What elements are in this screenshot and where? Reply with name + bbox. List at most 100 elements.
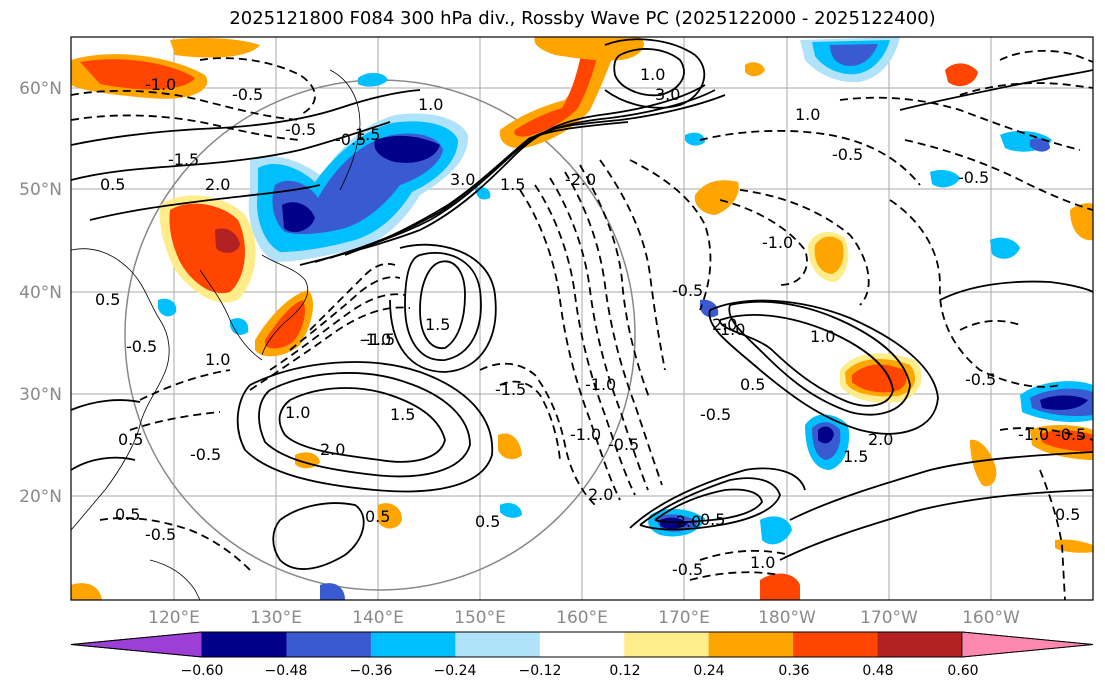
contour-label: 1.0 xyxy=(640,65,665,84)
lon-label: 170°E xyxy=(658,608,710,628)
lat-label: 50°N xyxy=(19,180,62,200)
contour-label: 1.5 xyxy=(843,447,868,466)
contour-label: -0.5 xyxy=(700,405,731,424)
contour-label: 3.0 xyxy=(655,85,680,104)
lon-label: 160°E xyxy=(556,608,608,628)
contour-label: 0.5 xyxy=(700,510,725,529)
colorbar-tick: −0.36 xyxy=(350,663,393,679)
colorbar-segment xyxy=(202,632,287,657)
contour-label: -1.0 xyxy=(1018,425,1049,444)
lat-label: 30°N xyxy=(19,385,62,405)
contour-label: 2.0 xyxy=(320,440,345,459)
colorbar-segment xyxy=(793,632,879,657)
contour-label: -1.0 xyxy=(585,375,616,394)
contour-label: 1.5 xyxy=(355,125,380,144)
contour-label: -2.0 xyxy=(565,170,596,189)
contour-label: -0.5 xyxy=(958,168,989,187)
contour-label: 2.0 xyxy=(712,315,737,334)
contour-label: 2.0 xyxy=(588,485,613,504)
contour-label: 0.5 xyxy=(1055,505,1080,524)
contour-label: -1.0 xyxy=(762,233,793,252)
contour-label: -0.5 xyxy=(232,85,263,104)
colorbar-tick: 0.60 xyxy=(947,663,978,679)
contour-label: -0.5 xyxy=(335,130,366,149)
coastlines xyxy=(71,69,361,600)
contour-label: 3.0 xyxy=(450,170,475,189)
contour-label: 0.5 xyxy=(365,507,390,526)
colorbar-outline xyxy=(70,631,1094,658)
lat-label: 20°N xyxy=(19,487,62,507)
colorbar-tick: 0.36 xyxy=(778,663,809,679)
map-title: 2025121800 F084 300 hPa div., Rossby Wav… xyxy=(229,8,936,29)
contour-label: 0.5 xyxy=(95,290,120,309)
contour-label: -0.5 xyxy=(608,435,639,454)
contour-labels: -1.0 -0.5 -0.5 1.0 3.0 3.0 1.5 2.0 -1.5 … xyxy=(95,65,1086,579)
contour-label: -0.5 xyxy=(672,281,703,300)
contour-label: 1.5 xyxy=(500,175,525,194)
contour-label: -1.5 xyxy=(495,380,526,399)
contour-label: 0.5 xyxy=(740,375,765,394)
solid-contours xyxy=(71,38,1093,570)
contour-label: -2.0 xyxy=(670,512,701,531)
contour-label: 1.0 xyxy=(720,320,745,339)
colorbar-segment xyxy=(370,632,456,657)
contour-label: -1.5 xyxy=(364,330,395,349)
colorbar-extend-max xyxy=(961,631,1094,658)
contour-label: 0.5 xyxy=(100,175,125,194)
colorbar-tick: −0.12 xyxy=(519,663,562,679)
contour-label: -1.0 xyxy=(570,425,601,444)
lon-label: 150°E xyxy=(454,608,506,628)
contour-label: 2.0 xyxy=(868,430,893,449)
contour-label: -1.5 xyxy=(168,150,199,169)
contour-label: -0.5 xyxy=(1055,425,1086,444)
colorbar-tick: −0.60 xyxy=(181,663,224,679)
colorbar-tick: 0.48 xyxy=(862,663,893,679)
contour-label: 1.5 xyxy=(390,405,415,424)
colorbar-tick: 0.24 xyxy=(693,663,724,679)
contour-label: 1.0 xyxy=(750,553,775,572)
colorbar-segment xyxy=(286,632,372,657)
contour-label: 0.5 xyxy=(115,505,140,524)
colorbar-tick: 0.12 xyxy=(609,663,640,679)
contour-label: -1.0 xyxy=(145,75,176,94)
contour-label: -1.0 xyxy=(360,330,391,349)
colorbar-segment xyxy=(624,632,710,657)
lon-label: 130°E xyxy=(250,608,302,628)
contour-label: 0.5 xyxy=(118,430,143,449)
colorbar-tick: −0.48 xyxy=(265,663,308,679)
contour-label: -0.5 xyxy=(965,370,996,389)
lat-label: 40°N xyxy=(19,283,62,303)
contour-label: -0.5 xyxy=(285,120,316,139)
colorbar xyxy=(70,631,1094,658)
contour-label: -0.5 xyxy=(672,560,703,579)
lon-label: 180°W xyxy=(758,608,816,628)
map-frame xyxy=(70,36,1094,601)
contour-label: 1.5 xyxy=(425,315,450,334)
contour-label: -0.5 xyxy=(190,445,221,464)
lon-label: 140°E xyxy=(352,608,404,628)
colorbar-segment xyxy=(539,632,625,657)
contour-label: 1.0 xyxy=(418,95,443,114)
contour-label: 1.0 xyxy=(285,403,310,422)
contour-label: -0.5 xyxy=(145,525,176,544)
contour-label: -0.5 xyxy=(126,337,157,356)
contour-label: 1.0 xyxy=(795,105,820,124)
contour-label: 2.0 xyxy=(205,175,230,194)
colorbar-tick-labels: −0.60 −0.48 −0.36 −0.24 −0.12 0.12 0.24 … xyxy=(181,663,979,679)
colorbar-segment xyxy=(455,632,541,657)
colorbar-extend-min xyxy=(70,631,203,658)
contour-label: 1.0 xyxy=(205,350,230,369)
colorbar-tick: −0.24 xyxy=(434,663,477,679)
contour-label: -0.5 xyxy=(832,145,863,164)
longitude-labels: 120°E 130°E 140°E 150°E 160°E 170°E 180°… xyxy=(148,608,1020,628)
lon-label: 160°W xyxy=(962,608,1020,628)
contour-label: 0.5 xyxy=(475,512,500,531)
dashed-contours xyxy=(71,50,1093,600)
latitude-labels: 60°N 50°N 40°N 30°N 20°N xyxy=(19,79,62,507)
lat-label: 60°N xyxy=(19,79,62,99)
colorbar-segment xyxy=(877,632,963,657)
divergence-shading xyxy=(71,37,1093,600)
contour-label: 1.0 xyxy=(810,327,835,346)
colorbar-segment xyxy=(708,632,794,657)
